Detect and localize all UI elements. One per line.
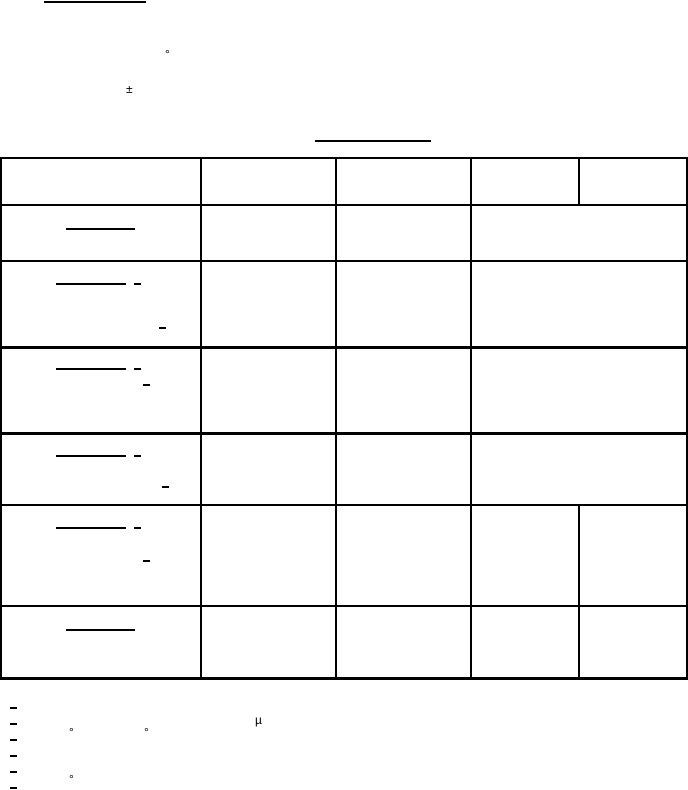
column-divider-header: [578, 157, 580, 205]
row-label-underline: [66, 228, 135, 230]
dash-mark: [134, 283, 141, 285]
column-divider: [470, 157, 472, 679]
table-border-bottom: [0, 677, 688, 680]
dash-mark: [159, 327, 166, 329]
plus-minus-symbol: ±: [126, 82, 133, 96]
dash-mark: [134, 368, 141, 370]
dash-mark: [143, 560, 150, 562]
row-divider: [0, 504, 688, 506]
column-divider-lower: [578, 504, 580, 679]
row-divider: [0, 605, 688, 607]
dash-mark: [134, 527, 141, 529]
row-label-underline: [56, 527, 126, 529]
table-border-right: [686, 157, 688, 679]
footnote-dash: [10, 771, 17, 773]
row-divider: [0, 260, 688, 262]
table-title-underline: [315, 140, 431, 142]
row-divider: [0, 204, 688, 206]
column-divider: [335, 157, 337, 679]
degree-symbol: °: [69, 772, 74, 786]
footnote-dash: [10, 723, 17, 725]
row-label-underline: [56, 455, 126, 457]
footnote-dash: [10, 707, 17, 709]
row-divider: [0, 432, 688, 435]
micro-symbol: µ: [255, 713, 262, 727]
footnote-dash: [10, 739, 17, 741]
dash-mark: [162, 486, 169, 488]
heading-underline: [44, 1, 146, 3]
dash-mark: [134, 455, 141, 457]
row-label-underline: [56, 368, 126, 370]
table-border-top: [0, 157, 688, 159]
footnote-dash: [10, 787, 17, 789]
dash-mark: [143, 384, 150, 386]
degree-symbol: °: [144, 725, 149, 739]
row-label-underline: [66, 629, 135, 631]
table-border-left: [0, 157, 2, 679]
degree-symbol: °: [69, 725, 74, 739]
row-label-underline: [56, 283, 126, 285]
column-divider: [200, 157, 202, 679]
footnote-dash: [10, 755, 17, 757]
row-divider: [0, 346, 688, 349]
degree-symbol: °: [165, 47, 170, 61]
